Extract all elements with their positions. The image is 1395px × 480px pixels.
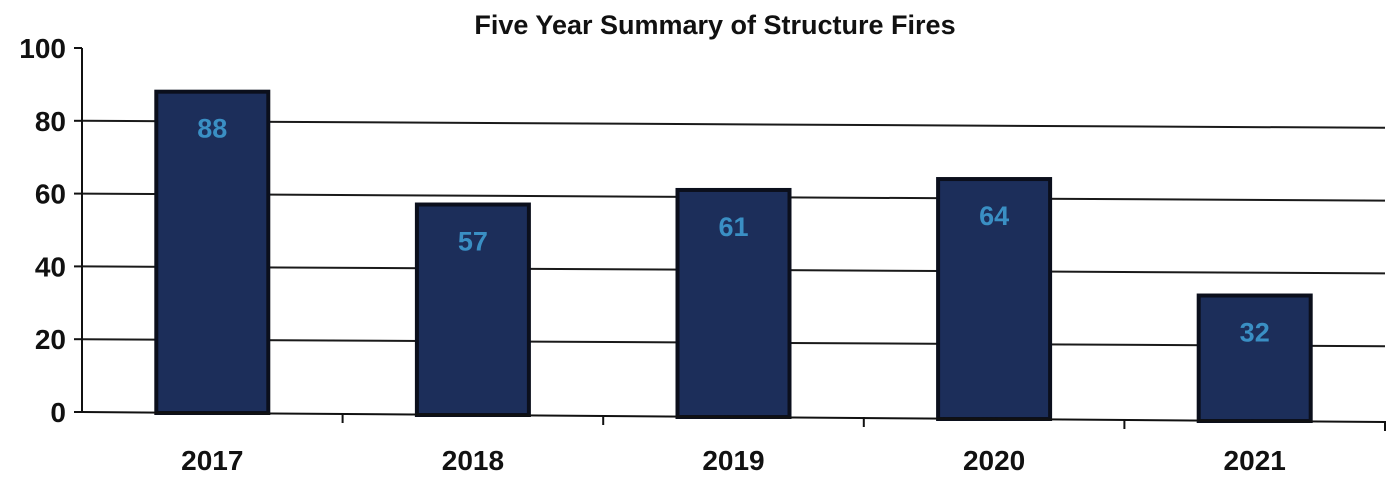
- y-tick-label: 40: [35, 251, 66, 282]
- y-tick-label: 0: [50, 397, 66, 428]
- x-tick-label: 2017: [181, 445, 243, 476]
- bar-value-label: 32: [1240, 318, 1270, 348]
- x-axis-category-labels: 2017 2018 2019 2020 2021: [181, 445, 1286, 476]
- chart-title: Five Year Summary of Structure Fires: [474, 10, 955, 40]
- bar-2017: [154, 89, 271, 416]
- y-tick-label: 20: [35, 324, 66, 355]
- gridline-80: [81, 119, 1386, 129]
- x-tick-label: 2018: [442, 445, 504, 476]
- bar-2019: [675, 187, 792, 419]
- bars: [154, 89, 1313, 423]
- axes: [74, 47, 1386, 431]
- bar-value-label: 57: [458, 227, 488, 257]
- y-tick-label: 80: [35, 106, 66, 137]
- x-tick-label: 2021: [1224, 445, 1286, 476]
- y-tick-label: 100: [19, 33, 66, 64]
- bar-value-label: 88: [197, 114, 227, 144]
- bar-2020: [936, 177, 1053, 421]
- x-tick-label: 2020: [963, 445, 1025, 476]
- bar-2021: [1196, 293, 1313, 423]
- bar-value-label: 64: [979, 201, 1009, 231]
- x-tick-label: 2019: [702, 445, 764, 476]
- y-axis-tick-labels: 0 20 40 60 80 100: [19, 33, 66, 428]
- y-tick-label: 60: [35, 179, 66, 210]
- bar-value-label: 61: [718, 212, 748, 242]
- bar-value-labels: 88 57 61 64 32: [197, 114, 1269, 348]
- x-axis-line: [81, 411, 1386, 423]
